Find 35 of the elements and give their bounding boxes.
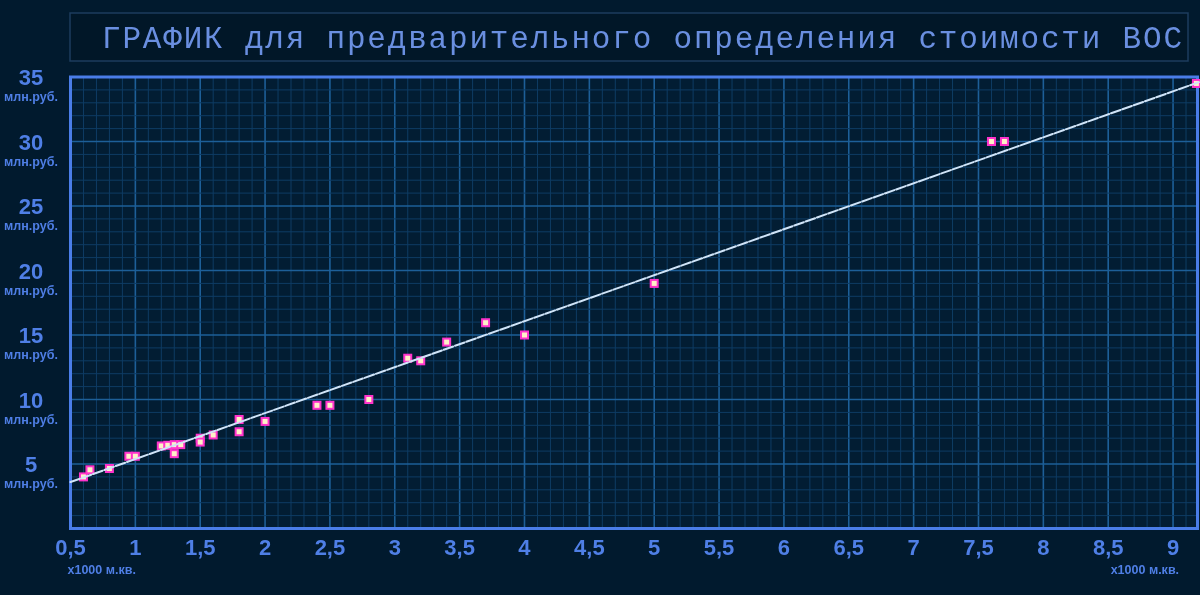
- text: млн.руб.: [4, 154, 58, 169]
- x-tick-label: 0,5: [55, 535, 86, 560]
- x-tick-label: 3: [388, 535, 401, 560]
- x-tick-label: 1: [129, 535, 142, 560]
- y-tick-label: 25: [18, 194, 44, 219]
- y-tick-label: 15: [18, 323, 44, 348]
- x-tick-label: 2,5: [314, 535, 346, 560]
- y-tick-label: 30: [18, 129, 44, 155]
- x-axis-title: x1000 м.кв.: [67, 563, 136, 577]
- text: млн.руб.: [4, 90, 58, 104]
- x-tick-label: 4,5: [574, 535, 605, 560]
- x-tick-label: 1,5: [184, 535, 216, 560]
- x-tick-label: 9: [1166, 535, 1180, 560]
- text: млн.руб.: [4, 283, 58, 298]
- x-tick-label: 7,5: [963, 535, 994, 560]
- x-tick-label: 6,5: [833, 535, 865, 560]
- y-tick-label: 10: [18, 387, 44, 413]
- x-tick-label: 2: [258, 535, 272, 560]
- x-tick-label: 7: [907, 535, 920, 560]
- chart-title: ГРАФИК для предварительного определения стоимости ВОС: [102, 22, 1182, 57]
- text: млн.руб.: [4, 412, 58, 427]
- x-tick-label: 8,5: [1092, 535, 1124, 560]
- x-tick-label: 6: [777, 535, 791, 560]
- x-tick-label: 5: [648, 535, 661, 560]
- y-axis-title: млн.руб.: [4, 477, 58, 491]
- y-tick-label: 20: [18, 258, 44, 284]
- x-tick-label: 5,5: [703, 535, 735, 560]
- text: млн.руб.: [4, 219, 58, 233]
- text: x1000 м.кв.: [1110, 563, 1180, 577]
- x-tick-label: 3,5: [444, 535, 475, 560]
- x-tick-label: 4: [518, 535, 532, 560]
- text: млн.руб.: [4, 348, 58, 362]
- y-tick-label: 35: [18, 65, 44, 90]
- x-tick-label: 8: [1037, 535, 1050, 560]
- y-tick-label: 5: [24, 452, 38, 477]
